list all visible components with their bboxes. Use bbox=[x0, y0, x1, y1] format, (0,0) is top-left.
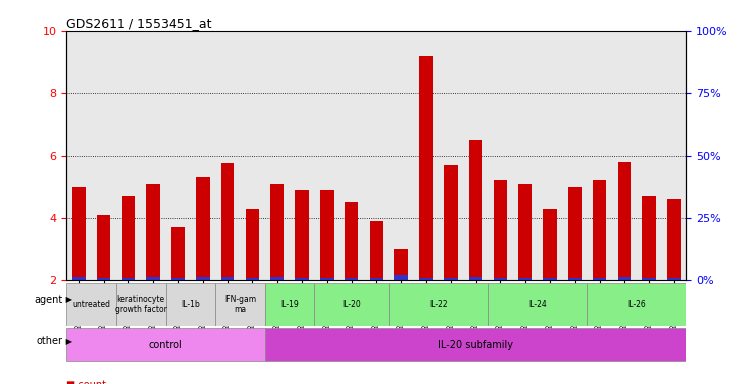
Bar bbox=[587, 283, 686, 326]
Bar bbox=[171, 278, 184, 280]
Text: ▶: ▶ bbox=[63, 337, 72, 346]
Bar bbox=[320, 278, 334, 280]
Text: control: control bbox=[149, 340, 182, 350]
Bar bbox=[419, 278, 432, 280]
Bar bbox=[667, 278, 680, 280]
Bar bbox=[314, 283, 389, 326]
Text: IL-24: IL-24 bbox=[528, 300, 547, 309]
Bar bbox=[667, 199, 680, 280]
Bar bbox=[246, 209, 259, 280]
Text: IFN-gam
ma: IFN-gam ma bbox=[224, 295, 256, 314]
Bar bbox=[494, 180, 507, 280]
Text: untreated: untreated bbox=[72, 300, 110, 309]
Bar bbox=[394, 249, 408, 280]
Text: keratinocyte
growth factor: keratinocyte growth factor bbox=[115, 295, 167, 314]
Bar bbox=[97, 278, 111, 280]
Bar bbox=[66, 283, 116, 326]
Text: ▶: ▶ bbox=[63, 295, 72, 305]
Bar bbox=[543, 278, 556, 280]
Bar bbox=[518, 184, 532, 280]
Bar bbox=[215, 283, 265, 326]
Text: IL-20: IL-20 bbox=[342, 300, 361, 309]
Text: other: other bbox=[37, 336, 63, 346]
Bar bbox=[270, 277, 284, 280]
Bar bbox=[444, 165, 458, 280]
Bar bbox=[642, 196, 656, 280]
Text: IL-26: IL-26 bbox=[627, 300, 646, 309]
Bar bbox=[270, 184, 284, 280]
Bar bbox=[265, 283, 314, 326]
Bar bbox=[389, 283, 488, 326]
Bar bbox=[518, 278, 532, 280]
Bar bbox=[370, 221, 383, 280]
Bar bbox=[146, 277, 160, 280]
Bar bbox=[568, 187, 582, 280]
Text: IL-22: IL-22 bbox=[429, 300, 448, 309]
Bar bbox=[265, 328, 686, 361]
Bar bbox=[345, 202, 359, 280]
Bar bbox=[593, 180, 607, 280]
Text: IL-19: IL-19 bbox=[280, 300, 299, 309]
Bar bbox=[196, 277, 210, 280]
Bar bbox=[618, 277, 631, 280]
Bar bbox=[444, 278, 458, 280]
Bar bbox=[295, 278, 308, 280]
Bar bbox=[469, 140, 483, 280]
Bar bbox=[642, 278, 656, 280]
Bar bbox=[593, 278, 607, 280]
Bar bbox=[122, 278, 135, 280]
Bar bbox=[618, 162, 631, 280]
Bar bbox=[370, 278, 383, 280]
Bar bbox=[97, 215, 111, 280]
Bar bbox=[221, 277, 235, 280]
Bar bbox=[116, 283, 165, 326]
Bar bbox=[72, 277, 86, 280]
Text: ■ count: ■ count bbox=[66, 380, 106, 384]
Bar bbox=[196, 177, 210, 280]
Bar bbox=[494, 278, 507, 280]
Bar bbox=[146, 184, 160, 280]
Bar bbox=[246, 278, 259, 280]
Bar bbox=[394, 275, 408, 280]
Bar bbox=[568, 278, 582, 280]
Bar bbox=[72, 187, 86, 280]
Bar bbox=[345, 278, 359, 280]
Text: IL-20 subfamily: IL-20 subfamily bbox=[438, 340, 513, 350]
Bar bbox=[543, 209, 556, 280]
Bar bbox=[295, 190, 308, 280]
Bar bbox=[320, 190, 334, 280]
Text: agent: agent bbox=[35, 295, 63, 305]
Text: GDS2611 / 1553451_at: GDS2611 / 1553451_at bbox=[66, 17, 212, 30]
Bar bbox=[66, 328, 265, 361]
Bar bbox=[165, 283, 215, 326]
Bar bbox=[488, 283, 587, 326]
Text: IL-1b: IL-1b bbox=[181, 300, 200, 309]
Bar bbox=[221, 163, 235, 280]
Bar bbox=[122, 196, 135, 280]
Bar bbox=[469, 277, 483, 280]
Bar bbox=[171, 227, 184, 280]
Bar bbox=[419, 56, 432, 280]
